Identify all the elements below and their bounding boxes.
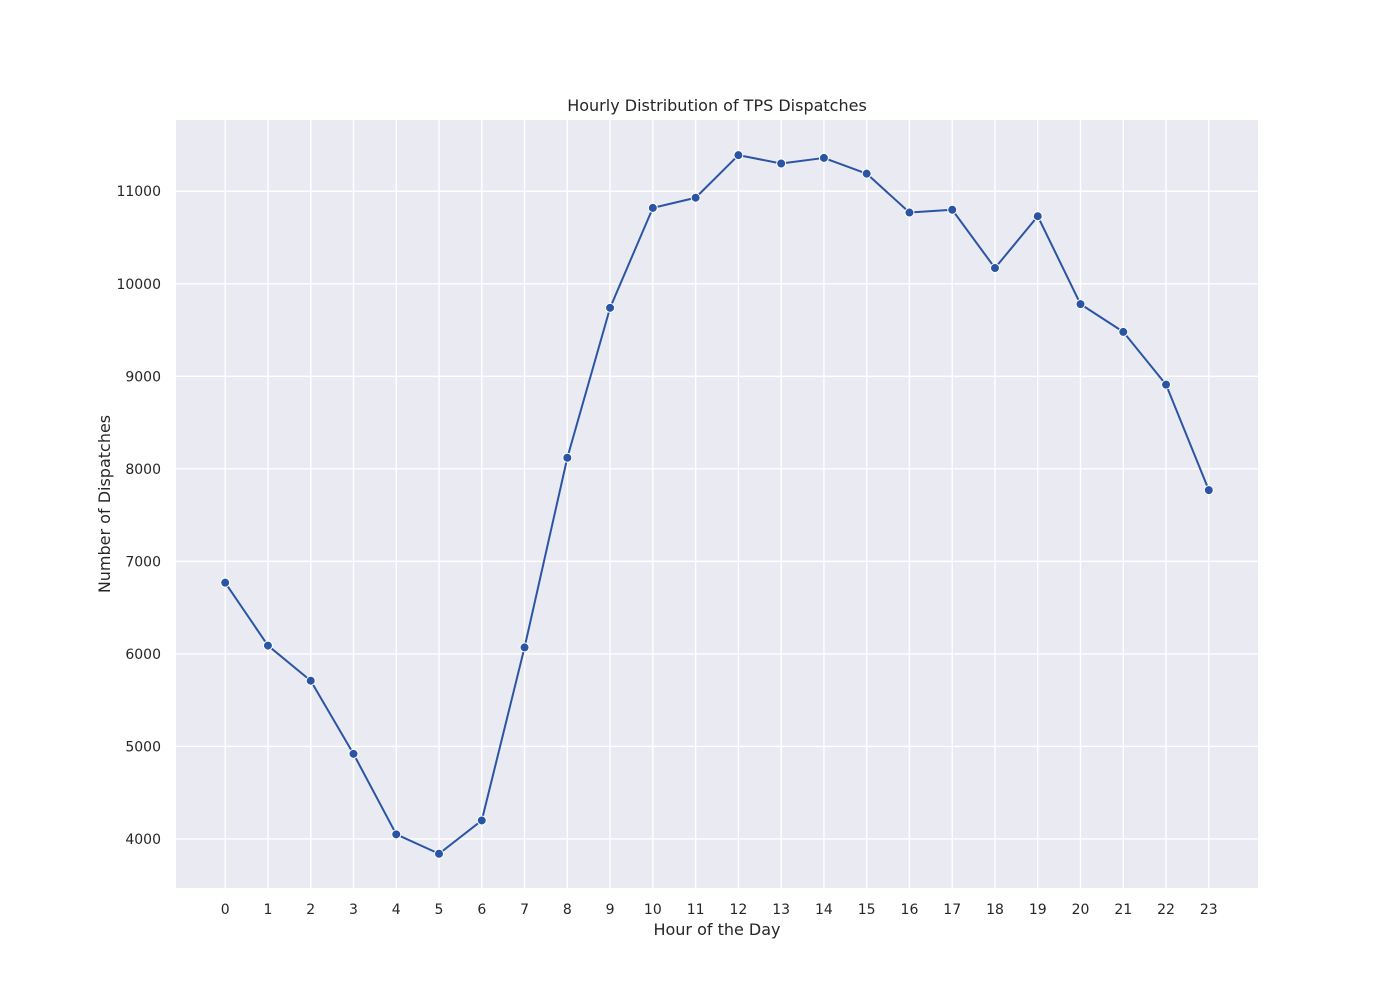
x-tick-label: 20 xyxy=(1072,902,1090,918)
data-point xyxy=(1075,299,1086,310)
x-tick-label: 4 xyxy=(392,902,401,918)
x-tick-label: 19 xyxy=(1029,902,1047,918)
x-tick-label: 5 xyxy=(435,902,444,918)
y-tick-label: 9000 xyxy=(125,369,161,385)
y-axis-ticks: 4000 5000 6000 7000 8000 9000 10000 11000 xyxy=(116,184,161,848)
x-tick-label: 11 xyxy=(687,902,705,918)
x-tick-label: 21 xyxy=(1114,902,1132,918)
y-tick-label: 10000 xyxy=(116,277,161,293)
data-point xyxy=(519,642,530,653)
y-axis-label: Number of Dispatches xyxy=(95,415,114,593)
x-tick-label: 0 xyxy=(221,902,230,918)
x-axis-ticks: 0 1 2 3 4 5 6 7 8 9 10 11 12 13 14 15 16 17 18 19 20 21 22 23 xyxy=(221,902,1218,918)
x-tick-label: 9 xyxy=(606,902,615,918)
grid-lines xyxy=(176,120,1258,888)
plot-area xyxy=(176,120,1258,888)
data-point xyxy=(947,204,958,215)
x-tick-label: 23 xyxy=(1200,902,1218,918)
y-tick-label: 6000 xyxy=(125,647,161,663)
data-point xyxy=(476,815,487,826)
data-point xyxy=(348,748,359,759)
y-tick-label: 11000 xyxy=(116,184,161,200)
chart-title: Hourly Distribution of TPS Dispatches xyxy=(567,96,867,115)
data-point xyxy=(733,150,744,161)
data-point xyxy=(262,640,273,651)
data-point xyxy=(605,302,616,313)
data-point xyxy=(690,192,701,203)
data-point xyxy=(1203,485,1214,496)
series-layer xyxy=(220,150,1214,859)
x-tick-label: 14 xyxy=(815,902,833,918)
x-tick-label: 16 xyxy=(901,902,919,918)
data-point xyxy=(776,158,787,169)
x-tick-label: 18 xyxy=(986,902,1004,918)
y-tick-label: 4000 xyxy=(125,832,161,848)
data-point xyxy=(818,152,829,163)
x-tick-label: 15 xyxy=(858,902,876,918)
data-point xyxy=(989,263,1000,274)
x-tick-label: 2 xyxy=(306,902,315,918)
data-point xyxy=(861,168,872,179)
x-tick-label: 7 xyxy=(520,902,529,918)
y-tick-label: 8000 xyxy=(125,462,161,478)
y-tick-label: 5000 xyxy=(125,739,161,755)
y-tick-label: 7000 xyxy=(125,554,161,570)
x-tick-label: 17 xyxy=(943,902,961,918)
data-point xyxy=(1032,211,1043,222)
x-axis-label: Hour of the Day xyxy=(653,920,780,939)
series-line xyxy=(224,154,1210,855)
x-tick-label: 13 xyxy=(772,902,790,918)
data-point xyxy=(904,207,915,218)
x-tick-label: 6 xyxy=(477,902,486,918)
data-point xyxy=(305,675,316,686)
data-point xyxy=(1118,326,1129,337)
x-tick-label: 10 xyxy=(644,902,662,918)
x-tick-label: 12 xyxy=(729,902,747,918)
data-point xyxy=(391,829,402,840)
data-point xyxy=(1161,379,1172,390)
data-point xyxy=(434,848,445,859)
data-point xyxy=(562,452,573,463)
x-tick-label: 3 xyxy=(349,902,358,918)
x-tick-label: 8 xyxy=(563,902,572,918)
data-point xyxy=(647,202,658,213)
data-point xyxy=(220,577,231,588)
x-tick-label: 1 xyxy=(263,902,272,918)
x-tick-label: 22 xyxy=(1157,902,1175,918)
